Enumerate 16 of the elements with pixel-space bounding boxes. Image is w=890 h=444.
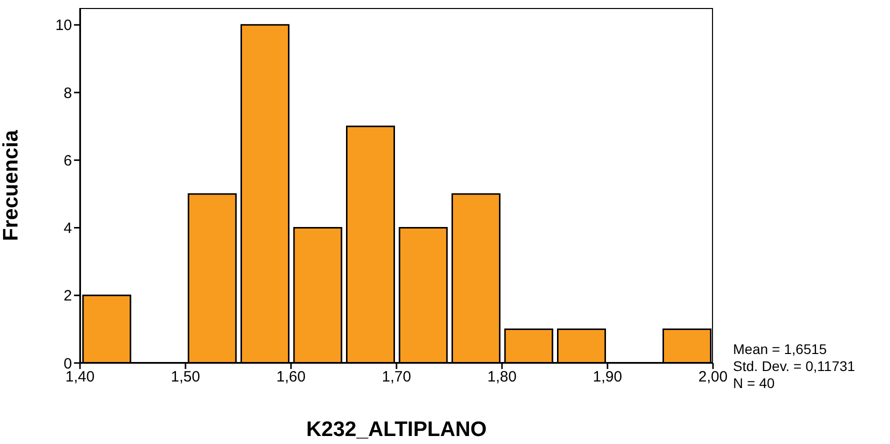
x-axis-title: K232_ALTIPLANO bbox=[306, 418, 487, 441]
text: Mean = 1,6515 bbox=[733, 341, 828, 358]
text: Std. Dev. = 0,11731 bbox=[733, 358, 856, 375]
y-tick-label: 6 bbox=[64, 152, 72, 170]
x-tick-label: 1,80 bbox=[487, 368, 517, 386]
y-tick-label: 10 bbox=[55, 17, 72, 34]
x-tick-label: 1,90 bbox=[592, 368, 622, 386]
x-tick-label: 2,00 bbox=[698, 368, 728, 386]
text: N = 40 bbox=[733, 375, 776, 392]
y-tick-label: 2 bbox=[64, 288, 72, 305]
y-axis-title: Frecuencia bbox=[0, 130, 22, 241]
x-tick-label: 1,50 bbox=[170, 368, 200, 386]
x-tick-label: 1,60 bbox=[276, 368, 306, 386]
y-tick-label: 8 bbox=[64, 84, 72, 102]
x-tick-label: 1,70 bbox=[382, 368, 412, 386]
y-tick-label: 4 bbox=[64, 220, 72, 238]
